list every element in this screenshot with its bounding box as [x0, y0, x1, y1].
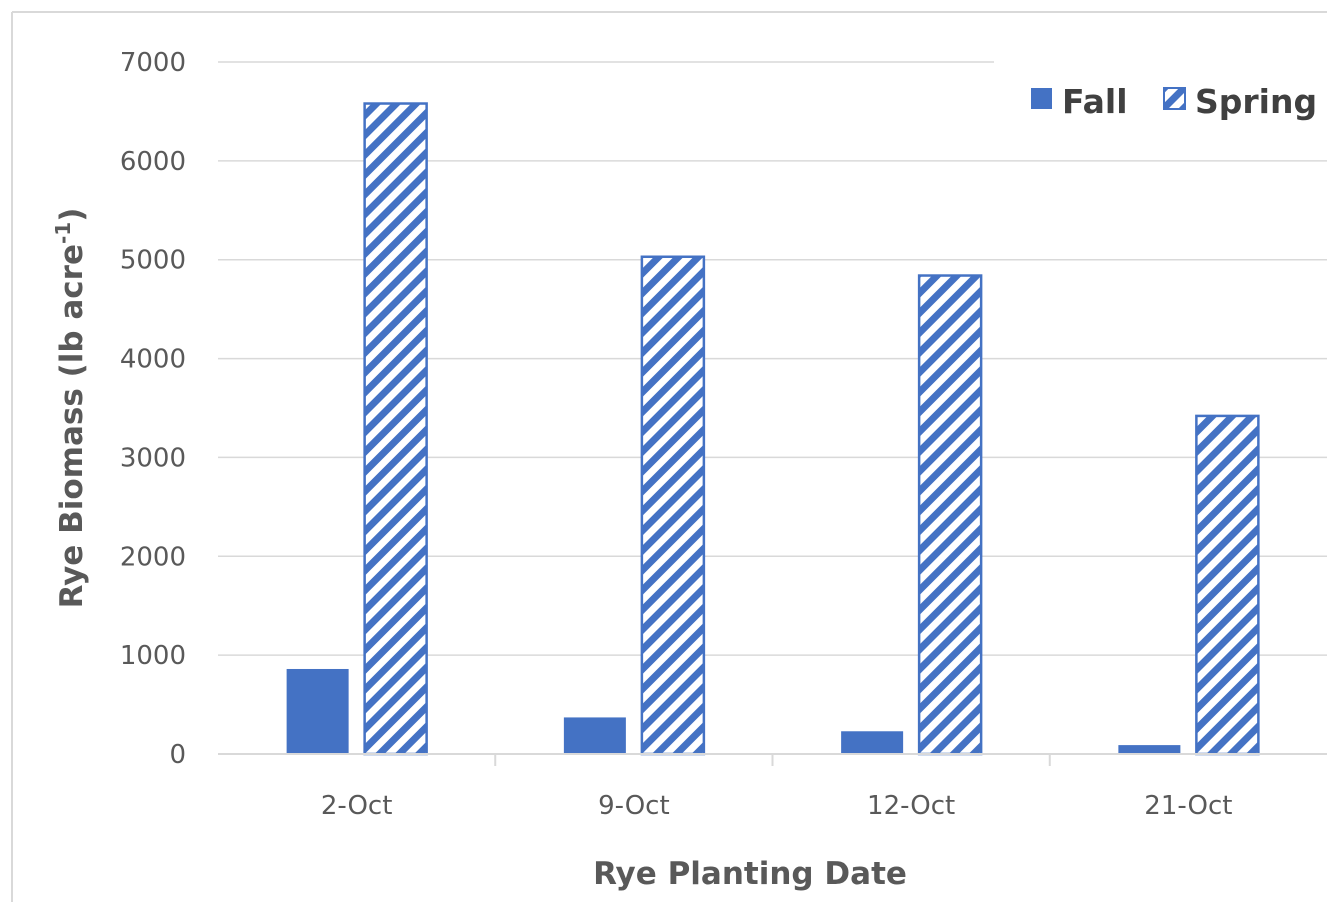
y-tick-label: 1000 [120, 641, 186, 671]
legend-label-spring: Spring [1195, 82, 1317, 121]
legend-background [994, 40, 1327, 124]
bar-spring-9-Oct [640, 255, 706, 756]
y-tick-label: 5000 [120, 246, 186, 276]
y-axis-title: Rye Biomass (lb acre-1) [51, 208, 90, 609]
y-tick-label: 2000 [120, 542, 186, 572]
y-axis-title-main: Rye Biomass (lb acre [54, 244, 90, 608]
legend-label-fall: Fall [1062, 82, 1128, 121]
bar-fall-2-Oct [286, 668, 349, 754]
y-axis-title-superscript: -1 [51, 222, 75, 244]
y-axis-title-close: ) [54, 208, 90, 222]
y-tick-label: 0 [169, 740, 186, 770]
bar-fall-9-Oct [563, 717, 626, 754]
x-tick-label: 12-Oct [867, 791, 955, 821]
bars [286, 102, 1260, 756]
x-tick-label: 9-Oct [598, 791, 670, 821]
x-axis-title: Rye Planting Date [593, 856, 907, 892]
y-tick-label: 4000 [120, 345, 186, 375]
bar-spring-21-Oct [1195, 414, 1260, 756]
bar-spring-2-Oct [363, 102, 428, 756]
bar-spring-12-Oct [917, 274, 983, 756]
legend-swatch-spring [1163, 87, 1186, 110]
y-tick-label: 7000 [120, 48, 186, 78]
x-tick-label: 2-Oct [321, 791, 393, 821]
legend: Fall Spring [994, 40, 1327, 124]
y-tick-label: 3000 [120, 443, 186, 473]
y-axis-ticks: 0 1000 2000 3000 4000 5000 6000 7000 [120, 48, 186, 770]
y-tick-label: 6000 [120, 147, 186, 177]
x-axis-ticks: 2-Oct 9-Oct 12-Oct 21-Oct [321, 754, 1232, 821]
bar-fall-21-Oct [1118, 745, 1181, 754]
legend-swatch-fall [1031, 88, 1052, 109]
x-tick-label: 21-Oct [1144, 791, 1232, 821]
bar-fall-12-Oct [841, 731, 904, 754]
